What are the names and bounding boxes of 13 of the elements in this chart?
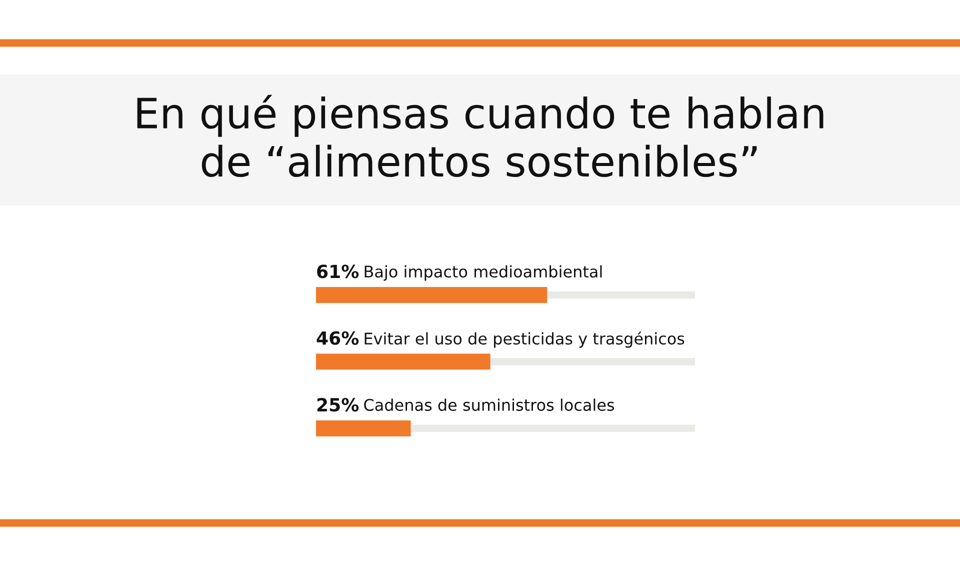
y-tick-label: Evitar el uso de pesticidas y trasgénicos [364, 332, 684, 348]
chart-title: En qué piensas cuando te hablan de “alimentos sostenibles” [137, 94, 824, 178]
bar [547, 291, 695, 299]
bar [410, 424, 695, 432]
bar [316, 287, 548, 303]
bar [316, 354, 490, 370]
bar [316, 420, 411, 436]
data-label: 25% [317, 398, 359, 412]
bar [490, 358, 695, 366]
y-tick-label: Cadenas de suministros locales [364, 398, 614, 411]
data-label: 46% [316, 331, 359, 345]
data-label: 61% [317, 264, 359, 278]
y-tick-label: Bajo impacto medioambiental [364, 265, 602, 281]
